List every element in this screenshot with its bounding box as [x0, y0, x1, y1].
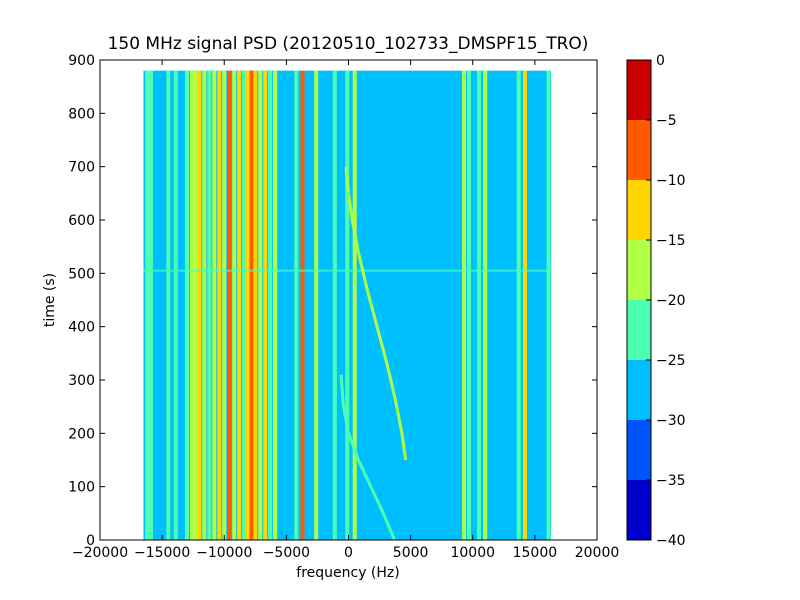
- y-tick-label: 400: [68, 320, 95, 336]
- plot-area: −20000 −15000 −10000 −5000 0 5000 10000 15000 20…: [68, 53, 619, 561]
- spectral-line: [546, 70, 551, 541]
- y-tick-label: 800: [68, 106, 95, 122]
- colorbar-tick-label: −20: [656, 293, 686, 309]
- spectral-line: [522, 70, 527, 541]
- y-tick-label: 100: [68, 480, 95, 496]
- y-tick-label: 700: [68, 160, 95, 176]
- colorbar-segment: [627, 120, 651, 180]
- colorbar-segment: [627, 360, 651, 420]
- spectral-line: [273, 70, 278, 541]
- chart-title: 150 MHz signal PSD (20120510_102733_DMSP…: [108, 34, 589, 54]
- spectral-line: [222, 70, 227, 541]
- spectral-line: [145, 70, 150, 541]
- y-tick-label: 300: [68, 373, 95, 389]
- spectral-line: [237, 70, 242, 541]
- colorbar-segment: [627, 300, 651, 360]
- colorbar-segment: [627, 480, 651, 540]
- colorbar-tick-label: −35: [656, 473, 686, 489]
- colorbar-tick-label: −30: [656, 413, 686, 429]
- x-tick-label: −15000: [134, 545, 190, 561]
- y-tick-label: 200: [68, 426, 95, 442]
- y-tick-label: 900: [68, 53, 95, 69]
- spectral-line: [352, 70, 357, 541]
- spectral-line: [516, 70, 521, 541]
- spectral-line: [263, 70, 268, 541]
- colorbar: −40 −35 −30 −25 −20 −15 −10 −5 0: [626, 53, 686, 549]
- spectral-line: [212, 70, 217, 541]
- spectral-line: [217, 70, 222, 541]
- y-tick-label: 600: [68, 213, 95, 229]
- spectral-line: [245, 70, 250, 541]
- y-axis-label: time (s): [42, 273, 58, 327]
- spectral-line: [314, 70, 319, 541]
- drifting-trace: [339, 374, 396, 541]
- colorbar-tick-label: −5: [656, 113, 677, 129]
- spectral-line: [193, 70, 198, 541]
- horizontal-feature: [143, 269, 552, 272]
- spectral-line: [207, 70, 212, 541]
- colorbar-tick-label: −10: [656, 173, 686, 189]
- spectral-line: [173, 70, 178, 541]
- spectral-line: [166, 70, 171, 541]
- spectral-line: [467, 70, 472, 541]
- spectral-line: [268, 70, 273, 541]
- x-tick-label: 0: [344, 545, 353, 561]
- colorbar-segment: [627, 180, 651, 240]
- x-tick-label: −20000: [72, 545, 128, 561]
- x-tick-label: 20000: [575, 545, 620, 561]
- colorbar-tick-label: 0: [656, 53, 665, 69]
- spectral-line: [332, 70, 337, 541]
- x-tick-label: 10000: [450, 545, 495, 561]
- x-tick-label: 15000: [513, 545, 558, 561]
- spectral-line: [294, 70, 299, 541]
- spectral-line: [462, 70, 467, 541]
- spectral-line: [227, 70, 232, 541]
- colorbar-tick-label: −25: [656, 353, 686, 369]
- colorbar-segment: [627, 60, 651, 120]
- x-tick-label: −5000: [263, 545, 310, 561]
- spectral-line: [345, 70, 350, 541]
- colorbar-tick-label: −15: [656, 233, 686, 249]
- y-tick-label: 500: [68, 266, 95, 282]
- y-tick-label: 0: [86, 533, 95, 549]
- spectral-line: [483, 70, 488, 541]
- spectral-line: [300, 70, 305, 541]
- colorbar-segment: [627, 240, 651, 300]
- drifting-trace: [344, 166, 408, 461]
- x-tick-label: −10000: [196, 545, 252, 561]
- spectral-line: [202, 70, 207, 541]
- spectral-line: [232, 70, 237, 541]
- spectral-line: [249, 70, 254, 541]
- x-axis-label: frequency (Hz): [296, 565, 399, 581]
- colorbar-segment: [627, 420, 651, 480]
- spectral-line: [184, 70, 189, 541]
- spectral-line: [258, 70, 263, 541]
- spectral-line: [253, 70, 258, 541]
- colorbar-tick-label: −40: [656, 533, 686, 549]
- spectral-line: [476, 70, 481, 541]
- x-tick-label: 5000: [393, 545, 429, 561]
- spectral-line: [197, 70, 202, 541]
- spectral-line: [242, 70, 247, 541]
- spectral-line: [189, 70, 194, 541]
- spectral-line: [148, 70, 153, 541]
